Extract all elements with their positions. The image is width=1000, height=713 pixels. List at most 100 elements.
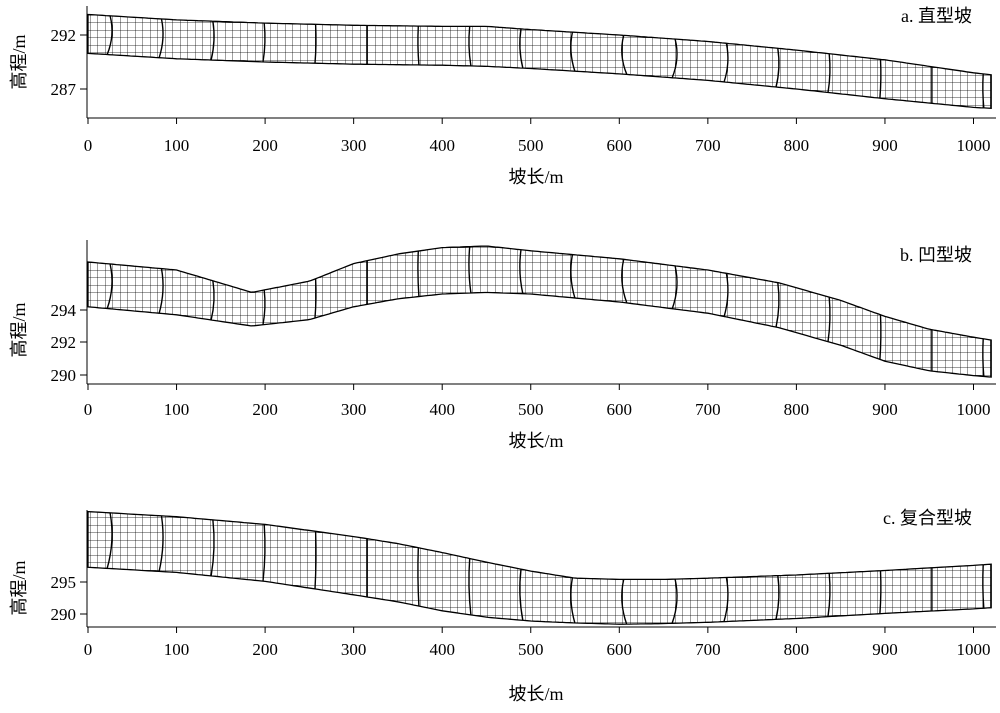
panel-c-y-tick-label: 295: [51, 573, 77, 592]
flow-line: [570, 577, 576, 623]
x-tick-label: 800: [784, 400, 810, 419]
x-tick-label: 800: [784, 640, 810, 659]
flow-line: [879, 314, 882, 360]
flow-line: [262, 524, 266, 582]
flow-line: [775, 282, 780, 328]
x-tick-label: 900: [872, 136, 898, 155]
panel-b-mesh-band: [87, 245, 992, 378]
flow-line: [468, 246, 472, 294]
flow-line: [827, 573, 831, 617]
x-tick-label: 1000: [957, 400, 991, 419]
panel-b-label: b. 凹型坡: [900, 245, 972, 265]
flow-line: [621, 259, 628, 303]
panel-b-x-axis-title: 坡长/m: [508, 431, 563, 451]
x-tick-label: 300: [341, 640, 367, 659]
flow-line: [879, 59, 882, 99]
x-tick-label: 200: [252, 400, 278, 419]
flow-line: [570, 31, 576, 72]
panel-a-x-axis: 0 100 200 300 400 500 600 700 800 900 1000: [84, 117, 996, 155]
x-tick-label: 1000: [957, 640, 991, 659]
flow-line: [158, 18, 164, 59]
flow-line: [621, 579, 628, 625]
flow-line: [671, 265, 678, 310]
flow-line: [775, 575, 780, 620]
flow-line: [827, 297, 831, 342]
x-tick-label: 300: [341, 400, 367, 419]
flow-line: [519, 569, 524, 621]
x-tick-label: 900: [872, 640, 898, 659]
panel-a-mesh-band: [87, 13, 992, 109]
flow-line: [158, 515, 164, 572]
flow-line: [314, 24, 317, 64]
flow-line: [982, 73, 985, 108]
flow-line: [417, 251, 420, 297]
flow-line: [879, 570, 882, 614]
x-tick-label: 200: [252, 136, 278, 155]
flow-line: [671, 578, 678, 624]
flow-line: [262, 23, 266, 63]
flow-line: [468, 558, 472, 615]
flow-line: [723, 577, 729, 622]
x-tick-label: 0: [84, 400, 93, 419]
flow-line: [210, 280, 215, 321]
panel-a: 292 287 高程/m 0 100 200 300 400 500 600 700 800 90…: [9, 6, 996, 187]
panel-c-y-axis: 295 290 高程/m: [9, 510, 88, 627]
x-tick-label: 900: [872, 400, 898, 419]
flow-line: [417, 26, 420, 65]
panel-b-y-tick-label: 294: [51, 301, 77, 320]
x-tick-label: 100: [164, 136, 190, 155]
flow-line: [314, 531, 317, 590]
panel-a-y-tick-label: 292: [51, 26, 77, 45]
flow-line: [106, 512, 113, 569]
panel-c: 295 290 高程/m 0 100 200 300 400 500 600 700 800 90…: [9, 508, 996, 704]
panel-a-flow-lines: [106, 15, 985, 108]
x-tick-label: 400: [429, 136, 455, 155]
flow-line: [210, 519, 215, 577]
flow-line: [982, 564, 985, 609]
panel-a-label: a. 直型坡: [901, 6, 972, 26]
flow-line: [519, 28, 524, 69]
panel-c-y-axis-title: 高程/m: [9, 560, 29, 615]
flow-line: [723, 43, 729, 83]
x-tick-label: 700: [695, 640, 721, 659]
x-tick-label: 0: [84, 640, 93, 659]
x-tick-label: 800: [784, 136, 810, 155]
panel-c-mesh-band: [87, 510, 992, 625]
flow-line: [827, 53, 831, 93]
panel-b-y-tick-label: 292: [51, 333, 77, 352]
x-tick-label: 200: [252, 640, 278, 659]
x-tick-label: 300: [341, 136, 367, 155]
panel-b-flow-lines: [106, 246, 985, 377]
panel-b: 294 292 290 高程/m 0 100 200 300 400 500 600 700 8…: [9, 240, 996, 451]
flow-line: [775, 48, 780, 88]
x-tick-label: 600: [607, 136, 633, 155]
flow-line: [106, 263, 113, 310]
panel-c-x-axis-title: 坡长/m: [508, 684, 563, 704]
panel-a-y-tick-label: 287: [51, 80, 77, 99]
x-tick-label: 500: [518, 400, 544, 419]
panel-c-x-axis: 0 100 200 300 400 500 600 700 800 900 1000: [84, 626, 996, 659]
panel-b-y-tick-label: 290: [51, 366, 77, 385]
flow-line: [262, 289, 266, 325]
panel-a-y-axis-title: 高程/m: [9, 34, 29, 89]
flow-line: [723, 273, 729, 318]
flow-line: [417, 547, 420, 607]
panel-b-y-axis-title: 高程/m: [9, 302, 29, 357]
flow-line: [982, 338, 985, 377]
x-tick-label: 400: [429, 400, 455, 419]
panel-a-x-axis-title: 坡长/m: [508, 167, 563, 187]
flow-line: [158, 268, 164, 314]
x-tick-label: 0: [84, 136, 93, 155]
x-tick-label: 600: [607, 400, 633, 419]
x-tick-label: 1000: [957, 136, 991, 155]
x-tick-label: 700: [695, 136, 721, 155]
x-tick-label: 100: [164, 400, 190, 419]
x-tick-label: 100: [164, 640, 190, 659]
panel-b-y-axis: 294 292 290 高程/m: [9, 240, 88, 385]
flow-line: [314, 278, 317, 318]
panel-c-flow-lines: [106, 512, 985, 625]
panel-a-y-axis: 292 287 高程/m: [9, 6, 88, 118]
x-tick-label: 500: [518, 640, 544, 659]
flow-line: [468, 26, 472, 67]
x-tick-label: 500: [518, 136, 544, 155]
